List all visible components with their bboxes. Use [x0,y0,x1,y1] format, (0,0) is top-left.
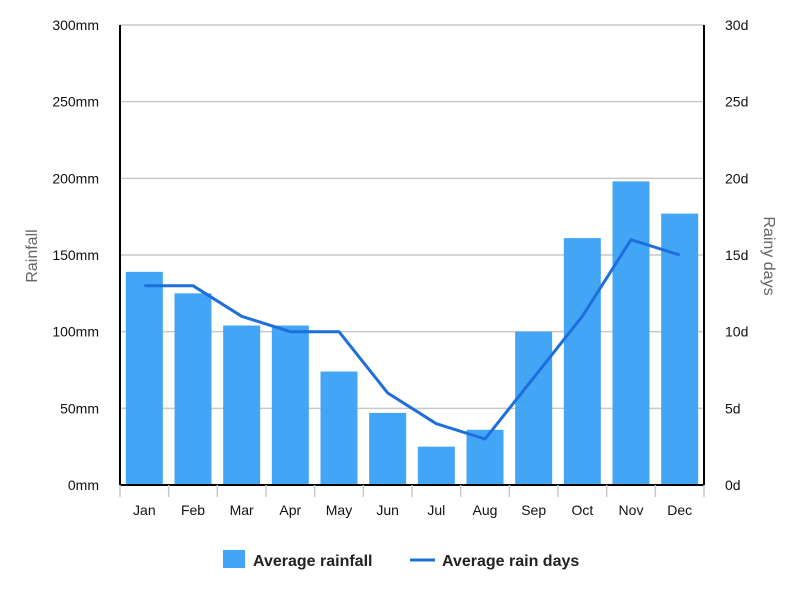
y-tick-right: 30d [725,17,748,33]
x-tick-label: Oct [571,502,593,518]
rainfall-bar [369,412,407,485]
rainfall-bar [320,371,358,485]
tick-labels: 0mm 0d 50mm 5d 100mm 10d 150mm 15d 200mm 20d 250mm… [52,17,748,518]
y-tick-left: 0mm [68,477,99,493]
y-tick-left: 300mm [52,17,99,33]
x-tick-label: Jan [133,502,156,518]
y-tick-right: 10d [725,324,748,340]
rainfall-bar [612,181,650,485]
rainfall-bar [125,271,163,485]
rainfall-bar [174,293,212,485]
rainfall-bar [515,331,553,485]
y-tick-right: 5d [725,400,741,416]
y-axis-right-title: Rainy days [760,216,777,295]
legend: Average rainfall Average rain days [223,550,579,570]
x-tick-label: Feb [181,502,205,518]
y-tick-left: 150mm [52,247,99,263]
gridlines [120,24,704,410]
x-tick-label: Mar [230,502,254,518]
y-tick-right: 15d [725,247,748,263]
x-tick-label: Aug [473,502,498,518]
y-tick-left: 50mm [60,400,99,416]
y-tick-left: 200mm [52,170,99,186]
legend-label-rain-days: Average rain days [442,553,579,570]
rainfall-bar [563,238,601,485]
x-tick-label: May [326,502,352,518]
y-tick-left: 250mm [52,94,99,110]
x-tick-label: Dec [667,502,692,518]
rainfall-bar [271,325,309,485]
rain-days-line [144,238,681,441]
rainfall-bar [223,325,261,485]
x-tick-label: Apr [279,502,301,518]
y-tick-left: 100mm [52,324,99,340]
legend-label-rainfall: Average rainfall [253,553,372,570]
rainfall-bars [125,181,699,485]
x-tick-label: Sep [521,502,546,518]
rainfall-bar [417,446,455,485]
axes [119,25,705,497]
y-tick-right: 25d [725,94,748,110]
x-tick-label: Nov [619,502,644,518]
legend-swatch-rainfall [223,550,245,568]
rainfall-bar [661,213,699,485]
x-tick-label: Jun [376,502,399,518]
x-tick-label: Jul [427,502,445,518]
y-tick-right: 20d [725,170,748,186]
rain-days-line-layer [144,238,681,441]
y-axis-left-title: Rainfall [24,229,41,282]
y-tick-right: 0d [725,477,741,493]
